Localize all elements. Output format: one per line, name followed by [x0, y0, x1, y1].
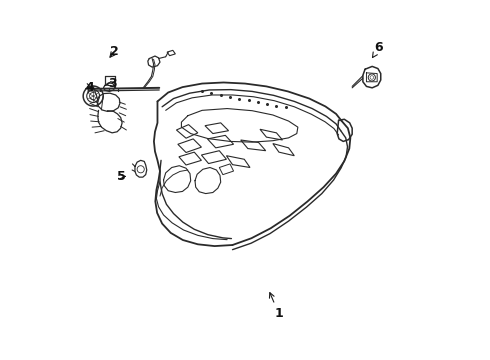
Text: 4: 4 — [85, 81, 94, 94]
Text: 6: 6 — [372, 41, 383, 58]
Text: 1: 1 — [270, 293, 283, 320]
Text: 5: 5 — [118, 170, 126, 183]
Text: 3: 3 — [106, 77, 117, 90]
Text: 2: 2 — [110, 45, 119, 58]
